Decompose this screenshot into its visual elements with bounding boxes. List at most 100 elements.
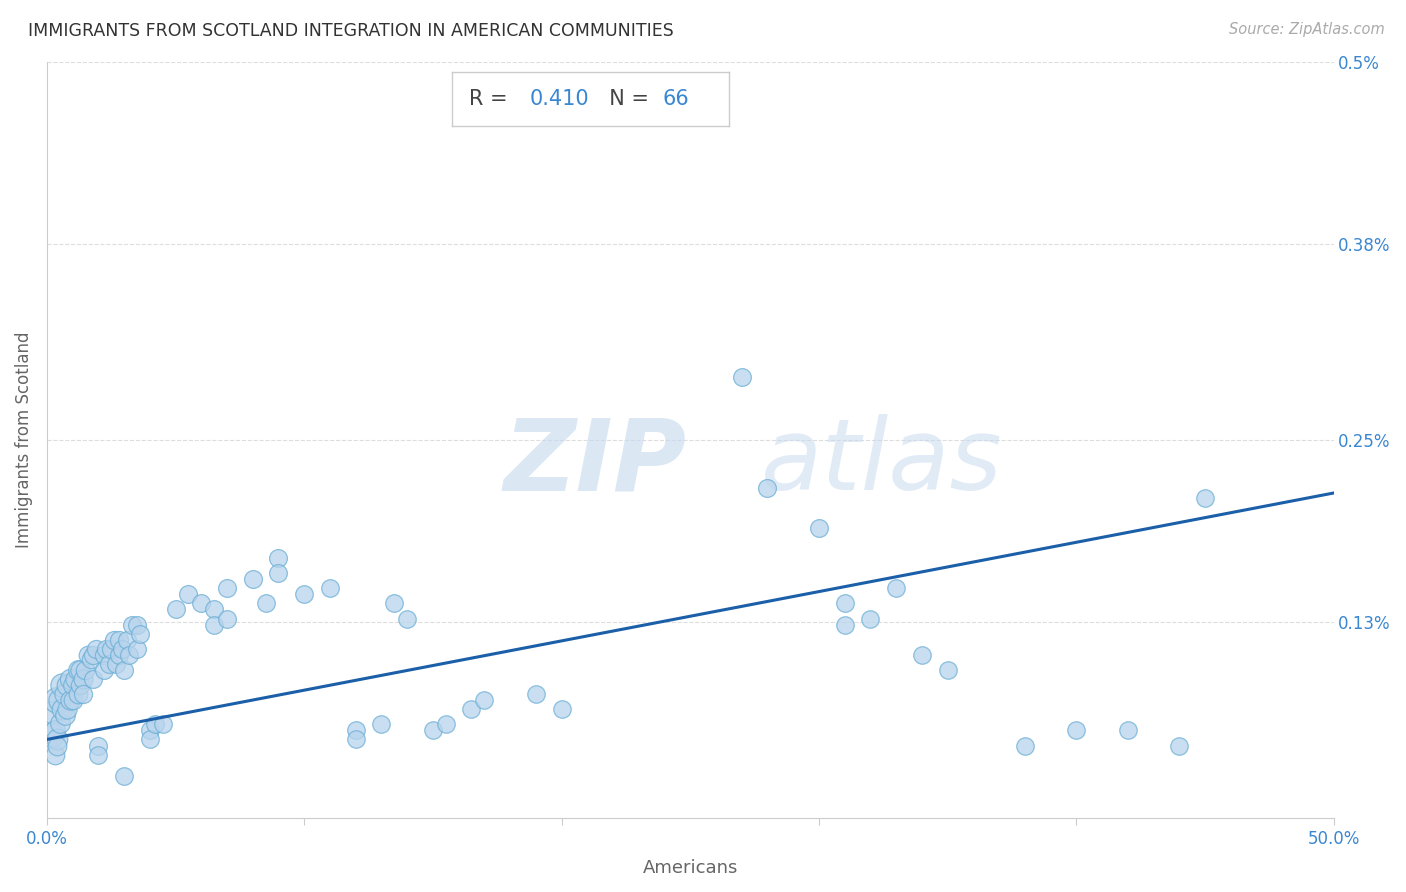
Point xyxy=(69,678,91,692)
Point xyxy=(93,663,115,677)
Point xyxy=(370,717,392,731)
Point xyxy=(56,678,79,692)
Point xyxy=(125,641,148,656)
Point xyxy=(110,641,132,656)
Point xyxy=(59,693,82,707)
Point xyxy=(115,632,138,647)
Point xyxy=(731,369,754,384)
Text: atlas: atlas xyxy=(761,414,1002,511)
Point xyxy=(202,617,225,632)
Point xyxy=(143,717,166,731)
Point xyxy=(118,648,141,662)
Point xyxy=(460,702,482,716)
Point xyxy=(66,663,89,677)
Point xyxy=(53,687,76,701)
Point xyxy=(121,617,143,632)
Point xyxy=(1064,723,1087,738)
Point xyxy=(41,705,63,719)
Point xyxy=(108,632,131,647)
Point xyxy=(63,672,86,686)
Point xyxy=(51,678,73,692)
Point xyxy=(75,663,97,677)
Point xyxy=(859,611,882,625)
Point xyxy=(319,582,342,596)
Point xyxy=(94,641,117,656)
Point xyxy=(165,602,187,616)
Point xyxy=(125,617,148,632)
Point xyxy=(215,582,238,596)
Point xyxy=(396,611,419,625)
Point xyxy=(382,596,405,610)
Point xyxy=(77,648,100,662)
Point xyxy=(105,657,128,671)
Text: ZIP: ZIP xyxy=(503,414,686,511)
Point xyxy=(128,626,150,640)
Point xyxy=(112,663,135,677)
Point xyxy=(72,687,94,701)
Point xyxy=(49,715,72,730)
Point xyxy=(62,693,84,707)
Point xyxy=(112,769,135,783)
Point xyxy=(100,641,122,656)
Point xyxy=(93,648,115,662)
Point xyxy=(84,641,107,656)
Point xyxy=(472,693,495,707)
Point xyxy=(46,739,69,753)
X-axis label: Americans: Americans xyxy=(643,859,738,877)
Point xyxy=(103,632,125,647)
Point xyxy=(344,732,367,747)
Point xyxy=(1194,491,1216,505)
Text: IMMIGRANTS FROM SCOTLAND INTEGRATION IN AMERICAN COMMUNITIES: IMMIGRANTS FROM SCOTLAND INTEGRATION IN … xyxy=(28,22,673,40)
Point xyxy=(82,648,104,662)
Point xyxy=(884,582,907,596)
Point xyxy=(550,702,572,716)
Point xyxy=(190,596,212,610)
Y-axis label: Immigrants from Scotland: Immigrants from Scotland xyxy=(15,332,32,549)
Point xyxy=(79,652,101,666)
Point xyxy=(1014,739,1036,753)
Point xyxy=(936,663,959,677)
Point xyxy=(292,587,315,601)
Point xyxy=(51,702,73,716)
Point xyxy=(72,672,94,686)
Point xyxy=(108,648,131,662)
Point xyxy=(1168,739,1191,753)
Point xyxy=(44,723,66,738)
Point xyxy=(41,728,63,742)
Point xyxy=(56,702,79,716)
Point xyxy=(152,717,174,731)
Point xyxy=(215,611,238,625)
Point xyxy=(807,521,830,535)
Point xyxy=(834,596,856,610)
Point xyxy=(254,596,277,610)
Point xyxy=(46,732,69,747)
Point xyxy=(242,572,264,586)
Point xyxy=(202,602,225,616)
Point xyxy=(756,482,779,496)
Point xyxy=(267,551,290,566)
Point xyxy=(911,648,934,662)
Point xyxy=(97,657,120,671)
Point xyxy=(53,708,76,723)
Point xyxy=(87,747,110,762)
Point xyxy=(66,687,89,701)
Text: Source: ZipAtlas.com: Source: ZipAtlas.com xyxy=(1229,22,1385,37)
Point xyxy=(46,693,69,707)
Point xyxy=(834,617,856,632)
Point xyxy=(139,732,162,747)
Point xyxy=(44,747,66,762)
Point xyxy=(69,663,91,677)
Point xyxy=(59,672,82,686)
Point xyxy=(49,693,72,707)
Point xyxy=(82,672,104,686)
Point xyxy=(422,723,444,738)
Point xyxy=(62,678,84,692)
Point xyxy=(344,723,367,738)
Point xyxy=(177,587,200,601)
Point xyxy=(524,687,547,701)
Point xyxy=(1116,723,1139,738)
Point xyxy=(434,717,457,731)
Point xyxy=(87,739,110,753)
Point xyxy=(139,723,162,738)
Point xyxy=(267,566,290,581)
